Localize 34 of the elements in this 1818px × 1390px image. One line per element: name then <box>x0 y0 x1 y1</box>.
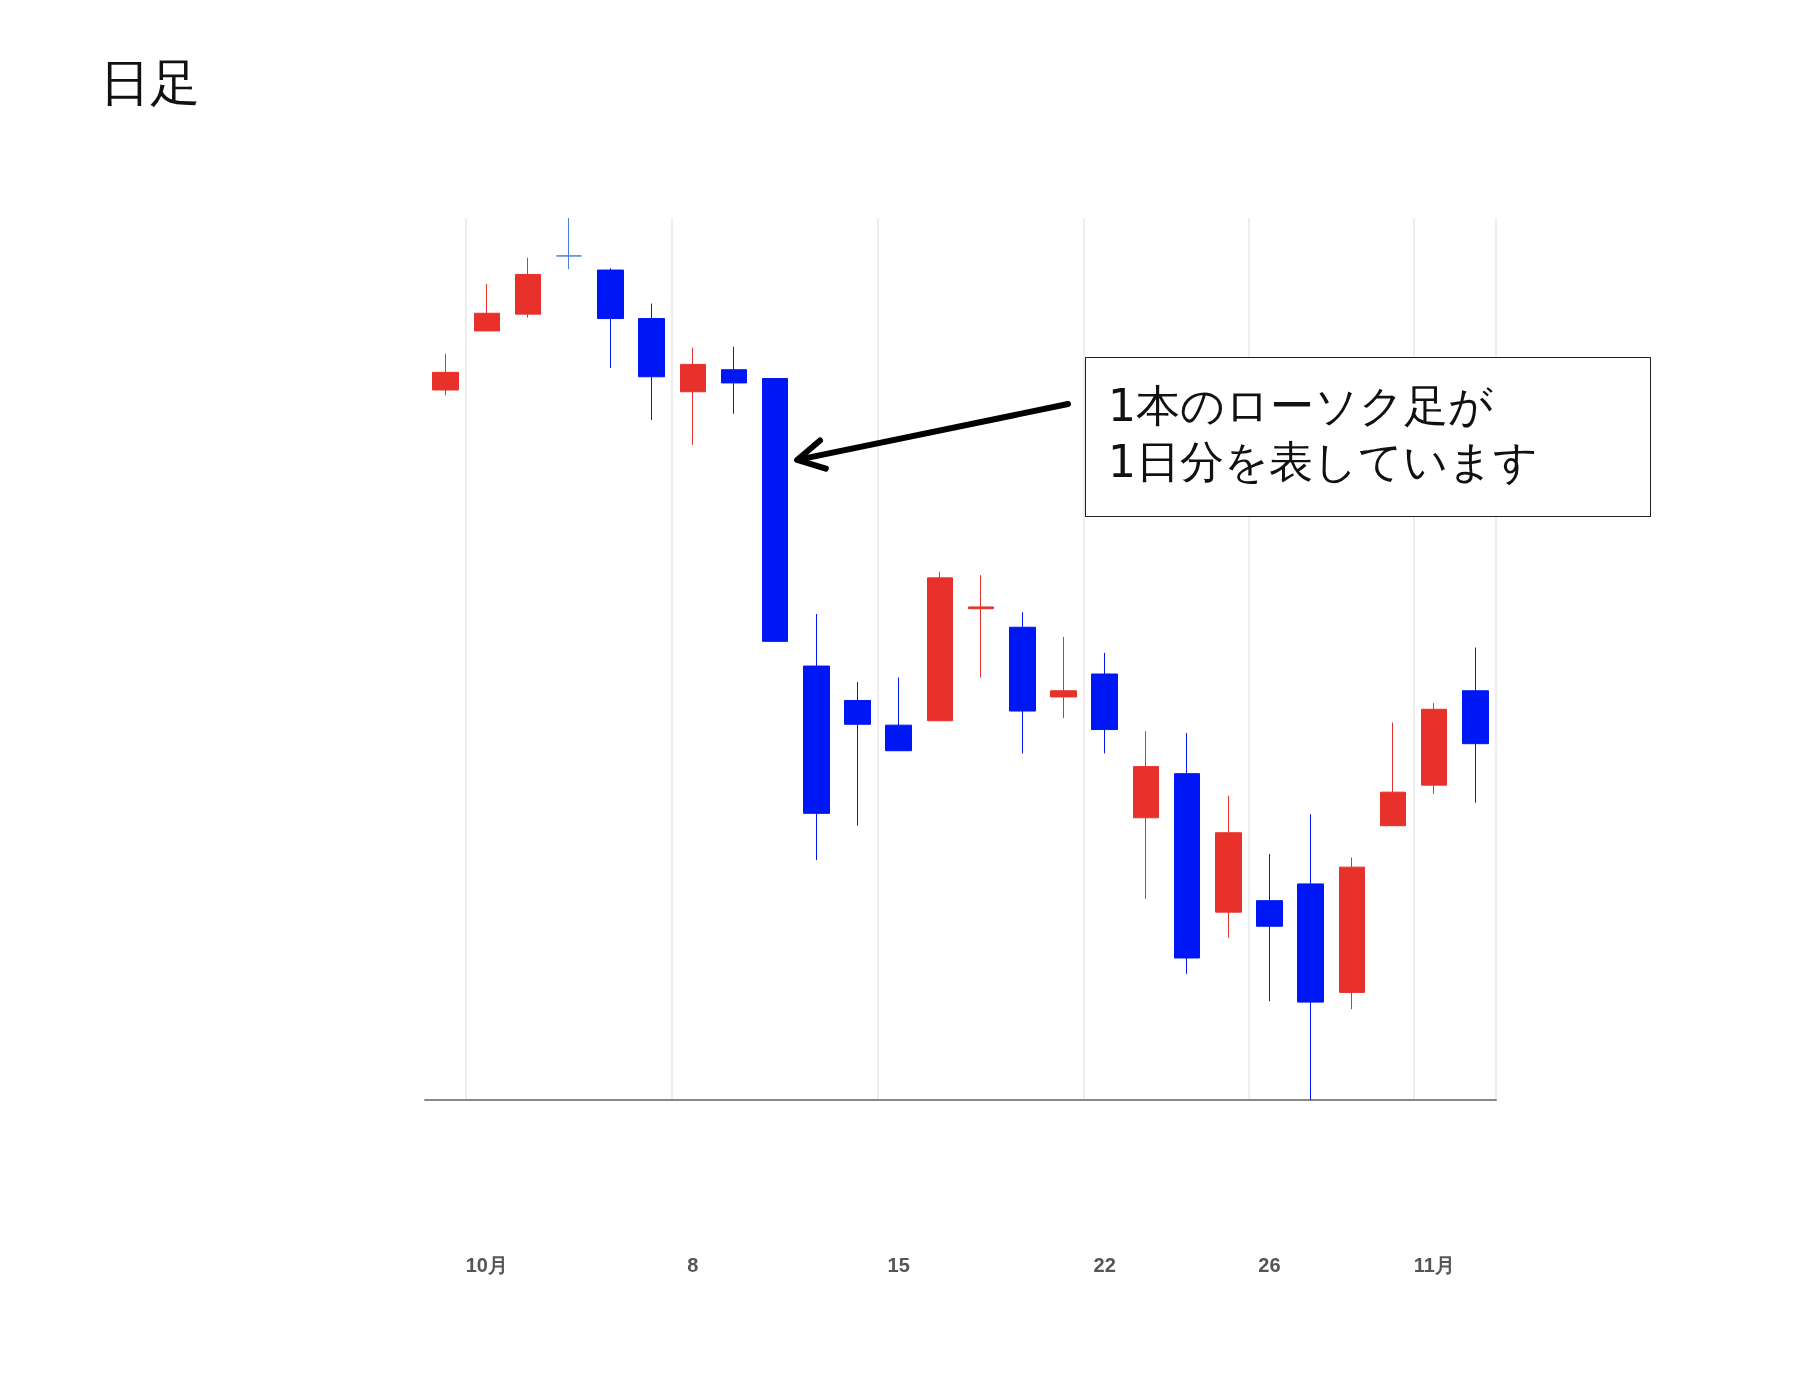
candlestick <box>1380 722 1406 827</box>
candlestick <box>1009 611 1036 754</box>
candlestick <box>474 283 500 332</box>
candlestick <box>1462 647 1489 804</box>
candlestick <box>597 267 624 369</box>
x-tick-label: 10月 <box>465 1254 508 1276</box>
candlestick <box>968 574 994 679</box>
x-tick-label: 8 <box>687 1254 699 1276</box>
candlestick <box>1174 732 1200 975</box>
candlestick <box>1297 813 1324 1101</box>
candlestick <box>1091 652 1118 754</box>
x-tick-label: 11月 <box>1413 1254 1455 1276</box>
candlestick <box>1421 702 1447 795</box>
candlestick <box>762 378 788 642</box>
candlestick <box>721 346 747 415</box>
candlestick <box>432 353 459 396</box>
candlestick <box>638 303 665 421</box>
candlestick <box>1215 795 1242 939</box>
candlestick <box>1133 730 1159 900</box>
x-tick-label: 15 <box>887 1254 910 1276</box>
candlestick <box>680 347 706 446</box>
candlestick <box>556 217 582 270</box>
x-tick-label: 26 <box>1258 1254 1281 1276</box>
candlestick <box>927 571 953 722</box>
candlestick <box>885 677 912 752</box>
candlestick <box>515 257 541 319</box>
annotation: 1本のローソク足が 1日分を表しています <box>1085 357 1651 517</box>
candlestick <box>803 613 830 861</box>
x-tick-label: 22 <box>1093 1254 1116 1276</box>
candlestick <box>844 681 871 827</box>
candlestick <box>1050 636 1077 719</box>
chart-title: 日足 <box>100 53 200 114</box>
candlestick <box>1256 853 1283 1002</box>
candlestick <box>1339 856 1365 1010</box>
